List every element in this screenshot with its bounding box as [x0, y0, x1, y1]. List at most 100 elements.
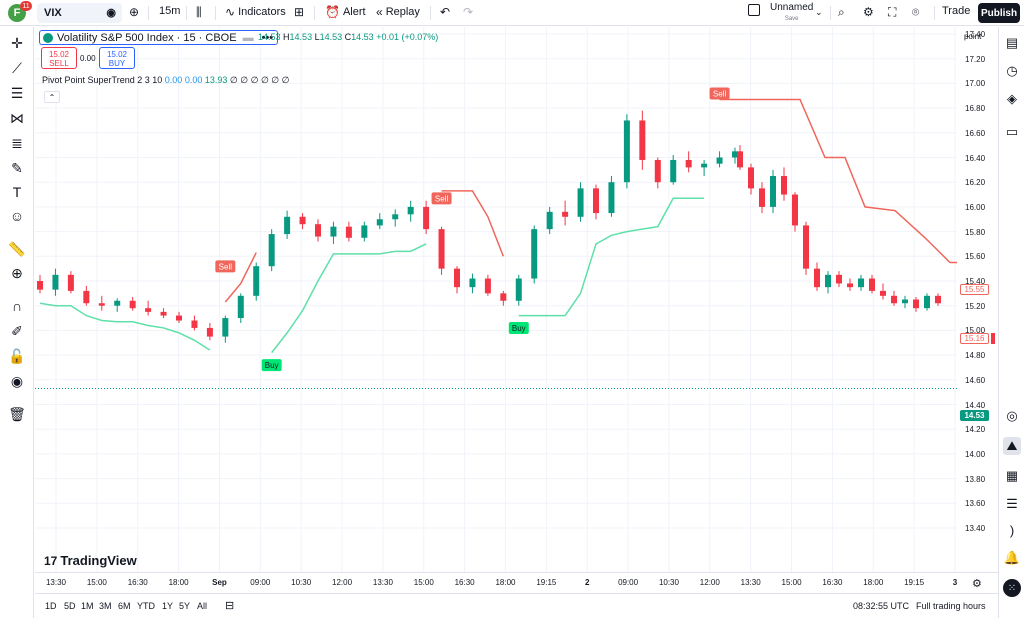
compare-add-icon[interactable]: ⊕ — [129, 5, 140, 19]
watchlist-icon[interactable]: ▤ — [1005, 35, 1019, 50]
price-chart[interactable]: Sell Buy Sell Buy Sell — [35, 27, 957, 572]
quick-search-icon[interactable]: ⌕ — [838, 5, 845, 19]
time-label: 15:00 — [781, 578, 802, 587]
target-icon[interactable]: ◎ — [1006, 408, 1018, 423]
trade-button[interactable]: Trade — [942, 5, 970, 17]
candle-up — [515, 278, 522, 301]
symbol-search[interactable]: VIX ◉ — [37, 3, 122, 23]
calendar-icon[interactable]: ▦ — [1005, 468, 1019, 483]
range-button-3m[interactable]: 3M — [99, 601, 112, 611]
flag-icon: ▬ — [242, 31, 254, 44]
more-options-icon[interactable]: ••• — [261, 31, 274, 44]
candle-type-icon[interactable]: ⫼ — [196, 5, 202, 19]
range-button-1m[interactable]: 1M — [81, 601, 94, 611]
camera-snapshot-icon[interactable]: ⌾ — [912, 5, 920, 19]
signal-broadcast-icon[interactable]: ) — [1009, 522, 1015, 538]
object-tree-layers-icon[interactable]: ◈ — [1007, 91, 1017, 106]
range-button-5d[interactable]: 5D — [64, 601, 76, 611]
candle-up — [577, 188, 584, 217]
crosshair-icon[interactable]: ✛ — [11, 34, 23, 51]
chart-settings-gear-icon[interactable]: ⚙ — [972, 578, 982, 590]
indicators-button[interactable]: ∿ Indicators — [225, 5, 286, 19]
notifications-bell-icon[interactable]: 🔔 — [1003, 550, 1021, 565]
trend-line-icon[interactable]: ⟋ — [12, 59, 22, 76]
supertrend-upper-price-tag: 15.55 — [960, 284, 989, 295]
fullscreen-icon[interactable]: ⛶ — [888, 5, 897, 19]
layout-dropdown-chevron-icon[interactable]: ⌄ — [815, 7, 823, 17]
chat-icon[interactable]: ▭ — [1005, 124, 1019, 139]
news-feed-icon[interactable]: ☰ — [1006, 496, 1018, 511]
layout-checkbox-icon[interactable] — [748, 4, 760, 16]
alert-button[interactable]: ⏰ Alert — [325, 5, 366, 19]
time-label: 3 — [952, 578, 958, 587]
redo-icon[interactable]: ↷ — [463, 5, 474, 19]
candle-up — [407, 206, 414, 215]
lock-drawings-pencil-icon[interactable]: ✐ — [11, 322, 23, 339]
range-button-1y[interactable]: 1Y — [162, 601, 174, 611]
pivot-tool-icon[interactable]: ⛰ — [1003, 437, 1021, 455]
pitchfork-icon[interactable]: ⋈ — [10, 109, 24, 126]
magnet-icon[interactable]: ∩ — [11, 298, 23, 314]
publish-button[interactable]: Publish — [978, 3, 1020, 23]
lock-icon[interactable]: 🔓 — [8, 347, 26, 364]
time-label: 09:00 — [250, 578, 271, 587]
candle-up — [825, 274, 831, 288]
time-label: 18:00 — [168, 578, 189, 587]
emoji-icon[interactable]: ☺ — [9, 208, 25, 224]
settings-gear-icon[interactable]: ⚙ — [863, 5, 874, 19]
visibility-eye-icon[interactable]: ◉ — [10, 372, 24, 389]
price-scale[interactable]: 17.40 17.20 17.00 16.80 16.60 16.40 16.20 16.00… — [957, 27, 998, 572]
undo-icon[interactable]: ↶ — [440, 5, 451, 19]
candle-down — [639, 120, 646, 160]
candle-up — [284, 216, 291, 235]
range-button-1d[interactable]: 1D — [45, 601, 57, 611]
horizontal-lines-icon[interactable]: ☰ — [10, 84, 24, 101]
collapse-legend-chevron-up-icon[interactable]: ⌃ — [44, 91, 60, 103]
utc-clock[interactable]: 08:32:55 UTC — [853, 601, 910, 611]
date-range-calendar-icon[interactable]: ⊟ — [225, 600, 235, 612]
alert-label: Alert — [342, 6, 366, 18]
chart-pane[interactable]: Sell Buy Sell Buy Sell — [35, 27, 957, 572]
avatar-letter: F — [13, 7, 21, 19]
indicator-value-1: 0.00 — [164, 75, 183, 85]
symbol-legend[interactable]: Volatility S&P 500 Index · 15 · CBOE ▬ •… — [39, 30, 279, 45]
time-label: 19:15 — [536, 578, 557, 587]
price-label: 13.40 — [965, 524, 986, 533]
drawing-toolbar: ✛ ⟋ ☰ ⋈ ≣ ✎ T ☺ 📏 ⊕ ∩ ✐ 🔓 ◉ 🗑 — [0, 27, 34, 618]
zoom-in-icon[interactable]: ⊕ — [11, 264, 23, 281]
more-apps-grid-icon[interactable]: ⁙ — [1003, 579, 1021, 597]
price-scale-unit[interactable]: point — [964, 32, 982, 41]
signal-label-text: Buy — [512, 324, 526, 333]
templates-icon[interactable]: ⊞ — [294, 5, 305, 19]
range-button-ytd[interactable]: YTD — [137, 601, 155, 611]
time-label: 10:30 — [658, 578, 679, 587]
range-button-all[interactable]: All — [197, 601, 208, 611]
buy-button[interactable]: 15.02 BUY — [99, 47, 135, 69]
range-button-5y[interactable]: 5Y — [179, 601, 191, 611]
text-tool-icon[interactable]: T — [12, 184, 22, 200]
brush-icon[interactable]: ✎ — [11, 159, 23, 176]
interval-button[interactable]: 15m — [159, 5, 180, 17]
trash-icon[interactable]: 🗑 — [8, 405, 26, 422]
alerts-clock-icon[interactable]: ◷ — [1006, 63, 1018, 78]
supertrend-down-line — [224, 252, 257, 303]
indicator-legend[interactable]: Pivot Point SuperTrend 2 3 10 0.00 0.00 … — [42, 75, 289, 86]
candle-down — [737, 151, 743, 168]
symbol-eye-icon[interactable]: ◉ — [106, 7, 116, 19]
signal-label-text: Buy — [265, 361, 279, 370]
bottom-toolbar: ⊟ 08:32:55 UTC Full trading hours 1D 5D 1M… — [35, 593, 998, 618]
fib-retracement-icon[interactable]: ≣ — [11, 134, 23, 151]
candle-down — [423, 206, 430, 230]
session-selector[interactable]: Full trading hours — [916, 601, 986, 611]
replay-button[interactable]: «Replay — [376, 5, 420, 19]
time-axis[interactable]: 13:30 15:00 16:30 18:00 Sep 09:00 10:30 12:00 13… — [35, 572, 998, 592]
rewind-icon: « — [376, 5, 383, 19]
layout-name[interactable]: Unnamed Save — [770, 3, 813, 24]
toolbar-divider — [186, 6, 187, 20]
layout-save-status: Save — [784, 16, 799, 22]
ruler-icon[interactable]: 📏 — [8, 240, 26, 257]
time-label: 13:30 — [45, 578, 67, 587]
range-button-6m[interactable]: 6M — [118, 601, 131, 611]
sell-button[interactable]: 15.02 SELL — [41, 47, 77, 69]
candle-down — [315, 224, 321, 237]
